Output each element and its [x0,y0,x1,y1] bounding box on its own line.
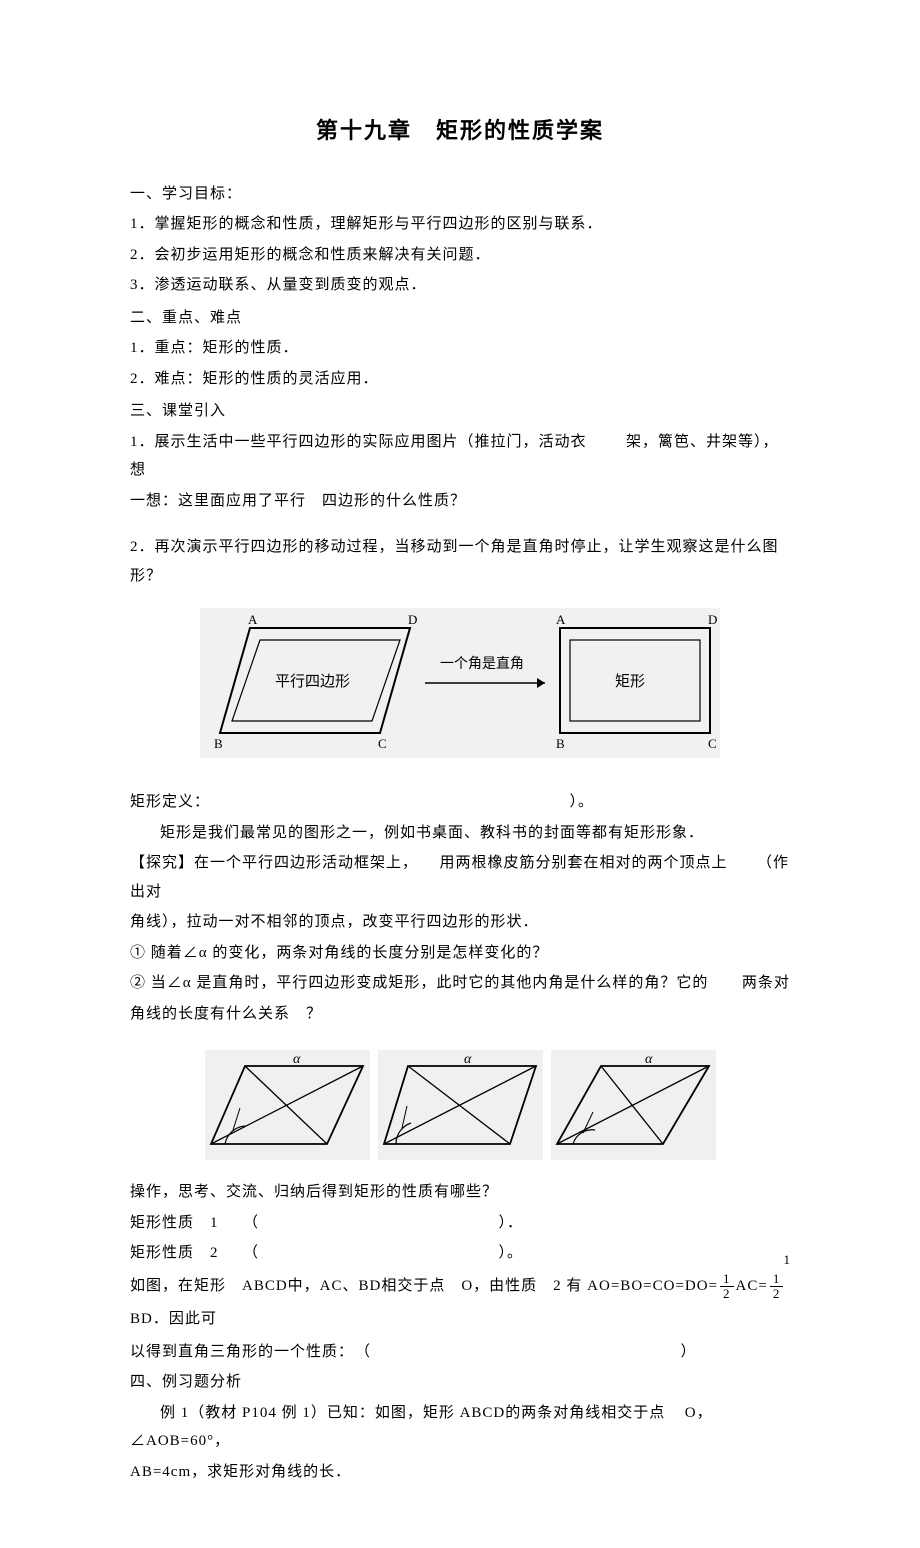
label-parallelogram: 平行四边形 [275,673,350,690]
corollary-d: 以得到直角三角形的一个性质： （ [130,1344,371,1360]
explore-q2c: 角线的长度有什么关系 ？ [130,1000,790,1029]
corollary-e: ） [681,1344,697,1360]
diagram-three-parallelograms: α α α [130,1050,790,1160]
explore-line-2: 角线），拉动一对不相邻的顶点，改变平行四边形的形状． [130,908,790,937]
after-figs: 操作，思考、交流、归纳后得到矩形的性质有哪些？ [130,1178,790,1207]
intro-para-1: 1．展示生活中一些平行四边形的实际应用图片（推拉门，活动衣 架，篱笆、井架等），… [130,428,790,485]
alpha-3: α [645,1052,653,1067]
page-number: 1 [784,1248,791,1273]
diagram-transform: A D B C 平行四边形 一个角是直角 A D B C 矩形 [130,608,790,758]
keypoint-2: 2．难点：矩形的性质的灵活应用． [130,365,790,394]
ex-a: 例 1（教材 P104 例 1）已知：如图，矩形 ABCD的两条对角线相交于点 [160,1405,665,1421]
fraction-half-1: 12 [720,1272,734,1302]
prop2-prefix: 矩形性质 2 （ [130,1245,259,1261]
definition-line: 矩形定义： ）。 [130,788,790,817]
vertex-d: D [408,612,417,627]
page-title: 第十九章 矩形的性质学案 [130,110,790,152]
prop2-suffix: ）。 [499,1245,524,1261]
objective-3: 3．渗透运动联系、从量变到质变的观点． [130,271,790,300]
example-1c: AB=4cm，求矩形对角线的长． [130,1458,790,1487]
vertex-a: A [248,612,258,627]
intro-text: 矩形是我们最常见的图形之一，例如书桌面、教科书的封面等都有矩形形象． [130,819,790,848]
explore-q1: ① 随着∠α 的变化，两条对角线的长度分别是怎样变化的？ [130,939,790,968]
property-2: 矩形性质 2 （ ）。 [130,1239,790,1268]
section4-heading: 四、例习题分析 [130,1368,790,1397]
property-1: 矩形性质 1 （ ）． [130,1209,790,1238]
alpha-2: α [464,1052,472,1067]
section3-heading: 三、课堂引入 [130,397,790,426]
vertex-c2: C [708,736,717,751]
label-rectangle: 矩形 [615,673,645,690]
definition-prefix: 矩形定义： [130,794,210,810]
section2-heading: 二、重点、难点 [130,304,790,333]
intro-para-2: 2．再次演示平行四边形的移动过程，当移动到一个角是直角时停止，让学生观察这是什么… [130,533,790,590]
corollary-a: 如图，在矩形 ABCD中，AC、BD相交于点 O，由性质 2 有 AO=BO=C… [130,1278,718,1294]
prop1-prefix: 矩形性质 1 （ [130,1215,259,1231]
explore-a: 【探究】在一个平行四边形活动框架上， [130,855,418,871]
explore-q2b: 两条对 [742,975,790,991]
explore-b: 用两根橡皮筋分别套在相对的两个顶点上 [440,855,728,871]
objective-1: 1．掌握矩形的概念和性质，理解矩形与平行四边形的区别与联系． [130,210,790,239]
keypoint-1: 1．重点：矩形的性质． [130,334,790,363]
vertex-c: C [378,736,387,751]
vertex-b: B [214,736,223,751]
objective-2: 2．会初步运用矩形的概念和性质来解决有关问题． [130,241,790,270]
vertex-b2: B [556,736,565,751]
corollary-c: BD．因此可 [130,1311,217,1327]
prop1-suffix: ）． [499,1215,524,1231]
vertex-d2: D [708,612,717,627]
corollary-b: AC= [736,1278,768,1294]
explore-q2a: ② 当∠α 是直角时，平行四边形变成矩形，此时它的其他内角是什么样的角？它的 [130,975,708,991]
intro-para-1c: 一想：这里面应用了平行 四边形的什么性质？ [130,487,790,516]
example-1: 例 1（教材 P104 例 1）已知：如图，矩形 ABCD的两条对角线相交于点 … [130,1399,790,1456]
explore-line-1: 【探究】在一个平行四边形活动框架上， 用两根橡皮筋分别套在相对的两个顶点上 （作… [130,849,790,906]
vertex-a2: A [556,612,566,627]
intro-para-1a: 1．展示生活中一些平行四边形的实际应用图片（推拉门，活动衣 [130,434,587,450]
definition-suffix: ）。 [570,794,595,810]
label-arrow: 一个角是直角 [440,655,524,672]
fraction-half-2: 12 [770,1272,784,1302]
corollary-line-2: 以得到直角三角形的一个性质： （ ） [130,1338,790,1367]
section1-heading: 一、学习目标： [130,180,790,209]
alpha-1: α [293,1052,301,1067]
explore-q2: ② 当∠α 是直角时，平行四边形变成矩形，此时它的其他内角是什么样的角？它的 两… [130,969,790,998]
